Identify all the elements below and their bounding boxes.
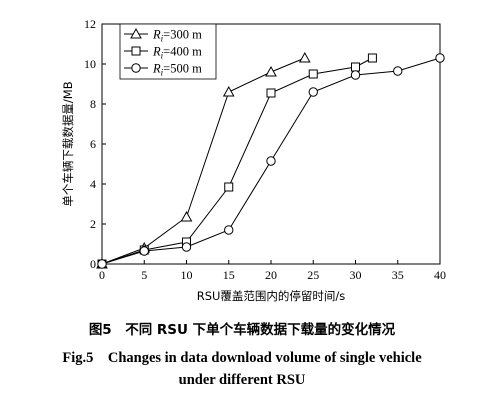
figure-caption-english-line1: Fig.5 Changes in data download volume of… xyxy=(62,350,422,366)
circle-marker xyxy=(393,66,403,76)
triangle-marker xyxy=(265,65,277,77)
axes: 0 5 10 15 20 25 30 35 40 0 2 4 6 8 10 12 RSU覆盖范围内的停留时间/s… xyxy=(61,17,446,303)
series-line-square xyxy=(101,57,373,265)
x-tick-label: 0 xyxy=(99,268,105,282)
legend-marker-circle xyxy=(131,63,141,73)
y-tick-label: 10 xyxy=(84,57,96,71)
circle-marker xyxy=(224,225,234,235)
legend: Ri=300 mRi=400 mRi=500 m xyxy=(119,23,217,80)
legend-entry-square: Ri=400 m xyxy=(152,45,202,61)
y-tick-label: 2 xyxy=(90,217,96,231)
legend-entry-triangle: Ri=300 m xyxy=(152,28,202,44)
series-square xyxy=(97,53,377,269)
figure-caption-chinese: 图5 不同 RSU 下单个车辆数据下载量的变化情况 xyxy=(88,322,396,338)
series-circle xyxy=(97,53,445,269)
x-tick-label: 5 xyxy=(141,268,147,282)
square-marker xyxy=(224,182,234,192)
legend-marker-triangle xyxy=(130,27,142,39)
series-line-triangle xyxy=(101,57,305,265)
y-tick-label: 8 xyxy=(90,97,96,111)
square-marker xyxy=(367,53,377,63)
x-tick-label: 40 xyxy=(434,268,446,282)
triangle-marker xyxy=(298,51,311,63)
square-marker xyxy=(308,69,318,79)
triangle-marker xyxy=(222,85,235,97)
x-axis-label: RSU覆盖范围内的停留时间/s xyxy=(197,289,346,303)
x-tick-label: 35 xyxy=(392,268,404,282)
circle-marker xyxy=(308,87,318,97)
x-tick-label: 20 xyxy=(265,268,277,282)
x-tick-label: 30 xyxy=(350,268,362,282)
legend-entry-circle: Ri=500 m xyxy=(152,62,202,78)
y-tick-label: 12 xyxy=(84,17,96,31)
y-tick-label: 0 xyxy=(90,257,96,271)
line-chart: 0 5 10 15 20 25 30 35 40 0 2 4 6 8 10 12 RSU覆盖范围内的停留时间/s… xyxy=(61,17,446,303)
circle-marker xyxy=(266,156,276,166)
figure-caption-english-line2: under different RSU xyxy=(178,372,306,388)
y-tick-label: 4 xyxy=(90,177,96,191)
circle-marker xyxy=(435,53,445,63)
circle-marker xyxy=(139,246,149,256)
series-group xyxy=(96,51,445,269)
square-marker xyxy=(351,62,360,72)
legend-marker-square xyxy=(131,46,141,56)
x-tick-label: 25 xyxy=(307,268,319,282)
circle-marker xyxy=(350,70,361,80)
square-marker xyxy=(266,88,276,98)
x-tick-label: 15 xyxy=(223,268,235,282)
circle-marker xyxy=(97,259,107,269)
x-tick-label: 10 xyxy=(181,268,193,282)
series-triangle xyxy=(96,51,311,269)
triangle-marker xyxy=(180,210,193,222)
y-tick-label: 6 xyxy=(90,137,96,151)
circle-marker xyxy=(181,242,192,252)
y-axis-label: 单个车辆下载数据量/MB xyxy=(61,81,75,206)
